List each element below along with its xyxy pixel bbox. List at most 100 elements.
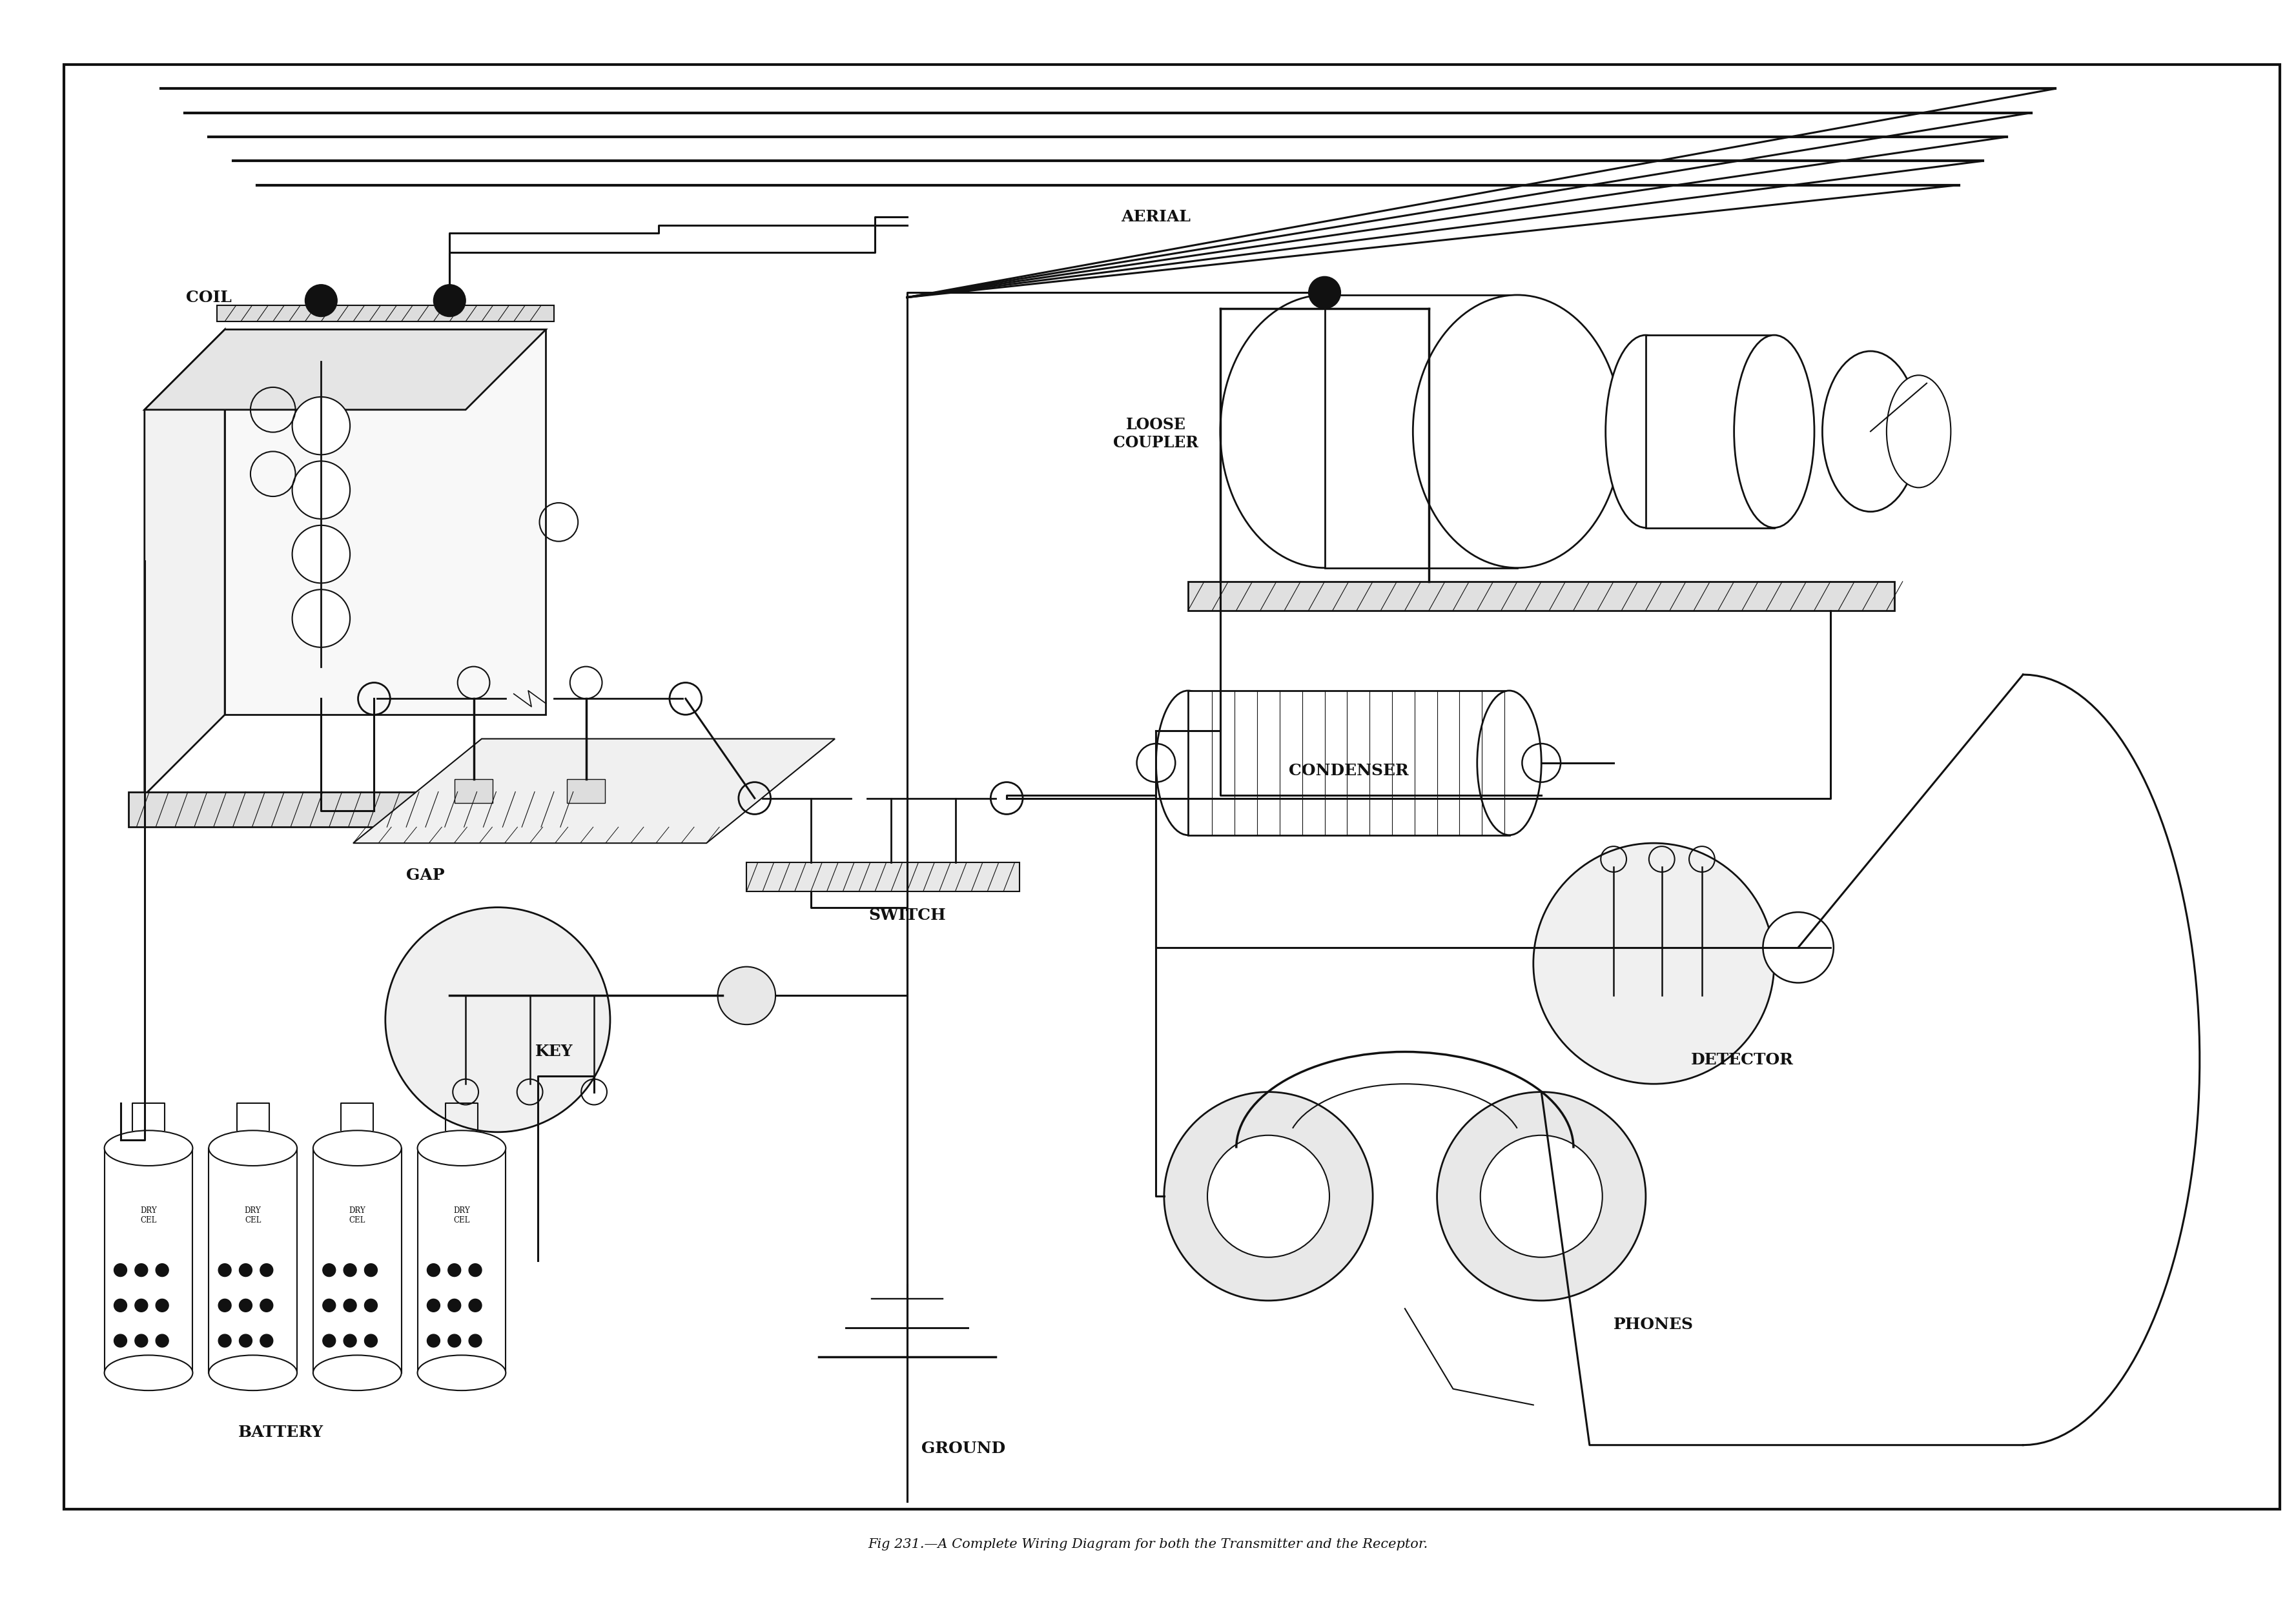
Circle shape — [427, 1335, 441, 1347]
Ellipse shape — [1887, 376, 1952, 488]
Circle shape — [468, 1335, 482, 1347]
Circle shape — [427, 1264, 441, 1277]
Ellipse shape — [103, 1131, 193, 1166]
Circle shape — [324, 1335, 335, 1347]
Circle shape — [156, 1299, 168, 1312]
Text: CONDENSER: CONDENSER — [1288, 763, 1410, 779]
Circle shape — [292, 461, 349, 519]
Text: KEY: KEY — [535, 1044, 572, 1060]
Polygon shape — [145, 329, 546, 410]
Polygon shape — [145, 329, 225, 795]
Bar — [1187, 581, 1894, 610]
Bar — [225, 329, 546, 715]
Circle shape — [259, 1335, 273, 1347]
Circle shape — [365, 1299, 377, 1312]
Circle shape — [468, 1264, 482, 1277]
Bar — [1187, 691, 1508, 835]
Text: SWITCH: SWITCH — [868, 907, 946, 923]
Circle shape — [239, 1264, 253, 1277]
Circle shape — [156, 1264, 168, 1277]
Circle shape — [344, 1335, 356, 1347]
Bar — [216, 305, 553, 321]
Text: DRY
CEL: DRY CEL — [349, 1206, 365, 1224]
Circle shape — [156, 1335, 168, 1347]
Bar — [746, 862, 1019, 891]
Circle shape — [1437, 1092, 1646, 1301]
Circle shape — [386, 907, 611, 1132]
Circle shape — [1481, 1135, 1603, 1257]
Circle shape — [135, 1264, 147, 1277]
Circle shape — [115, 1299, 126, 1312]
Circle shape — [434, 284, 466, 316]
Circle shape — [448, 1264, 461, 1277]
Ellipse shape — [1733, 336, 1814, 528]
Bar — [312, 1148, 402, 1373]
Bar — [455, 779, 494, 803]
Circle shape — [365, 1264, 377, 1277]
Text: AERIAL: AERIAL — [1120, 209, 1192, 225]
Ellipse shape — [1605, 336, 1685, 528]
Circle shape — [1534, 843, 1775, 1084]
Circle shape — [365, 1335, 377, 1347]
Bar — [418, 1148, 505, 1373]
Circle shape — [448, 1299, 461, 1312]
Ellipse shape — [209, 1355, 296, 1391]
Bar — [1646, 336, 1775, 528]
Circle shape — [135, 1299, 147, 1312]
Circle shape — [427, 1299, 441, 1312]
Ellipse shape — [312, 1355, 402, 1391]
Ellipse shape — [1476, 691, 1541, 835]
Ellipse shape — [1823, 352, 1919, 512]
Circle shape — [1164, 1092, 1373, 1301]
Bar — [209, 1148, 296, 1373]
Ellipse shape — [312, 1131, 402, 1166]
Circle shape — [135, 1335, 147, 1347]
Circle shape — [239, 1335, 253, 1347]
Circle shape — [719, 967, 776, 1025]
Ellipse shape — [1219, 296, 1428, 569]
Bar — [129, 792, 579, 827]
Text: Fig 231.—A Complete Wiring Diagram for both the Transmitter and the Receptor.: Fig 231.—A Complete Wiring Diagram for b… — [868, 1539, 1428, 1551]
Circle shape — [344, 1264, 356, 1277]
Bar — [567, 779, 606, 803]
Circle shape — [115, 1264, 126, 1277]
Circle shape — [1763, 912, 1835, 983]
Text: GROUND: GROUND — [921, 1441, 1006, 1457]
Circle shape — [259, 1299, 273, 1312]
Text: DETECTOR: DETECTOR — [1690, 1052, 1793, 1068]
Circle shape — [239, 1299, 253, 1312]
Text: BATTERY: BATTERY — [239, 1425, 324, 1441]
Text: DRY
CEL: DRY CEL — [246, 1206, 262, 1224]
Ellipse shape — [1155, 691, 1219, 835]
Ellipse shape — [209, 1131, 296, 1166]
Ellipse shape — [418, 1131, 505, 1166]
Circle shape — [115, 1335, 126, 1347]
Ellipse shape — [1412, 296, 1621, 569]
Text: LOOSE
COUPLER: LOOSE COUPLER — [1114, 418, 1199, 451]
Ellipse shape — [418, 1355, 505, 1391]
Bar — [1325, 296, 1518, 569]
Bar — [103, 1148, 193, 1373]
Ellipse shape — [103, 1355, 193, 1391]
Text: GAP: GAP — [406, 867, 445, 883]
Circle shape — [292, 397, 349, 454]
Circle shape — [292, 525, 349, 583]
Circle shape — [324, 1264, 335, 1277]
Circle shape — [1208, 1135, 1329, 1257]
Text: DRY
CEL: DRY CEL — [140, 1206, 156, 1224]
Polygon shape — [354, 739, 836, 843]
Circle shape — [324, 1299, 335, 1312]
Text: COIL: COIL — [186, 289, 232, 305]
Circle shape — [259, 1264, 273, 1277]
Text: PHONES: PHONES — [1614, 1317, 1694, 1333]
Text: DRY
CEL: DRY CEL — [452, 1206, 471, 1224]
Circle shape — [344, 1299, 356, 1312]
Circle shape — [305, 284, 338, 316]
Circle shape — [1309, 276, 1341, 308]
Circle shape — [218, 1335, 232, 1347]
Circle shape — [292, 589, 349, 647]
Circle shape — [218, 1299, 232, 1312]
Circle shape — [448, 1335, 461, 1347]
Circle shape — [218, 1264, 232, 1277]
Circle shape — [468, 1299, 482, 1312]
